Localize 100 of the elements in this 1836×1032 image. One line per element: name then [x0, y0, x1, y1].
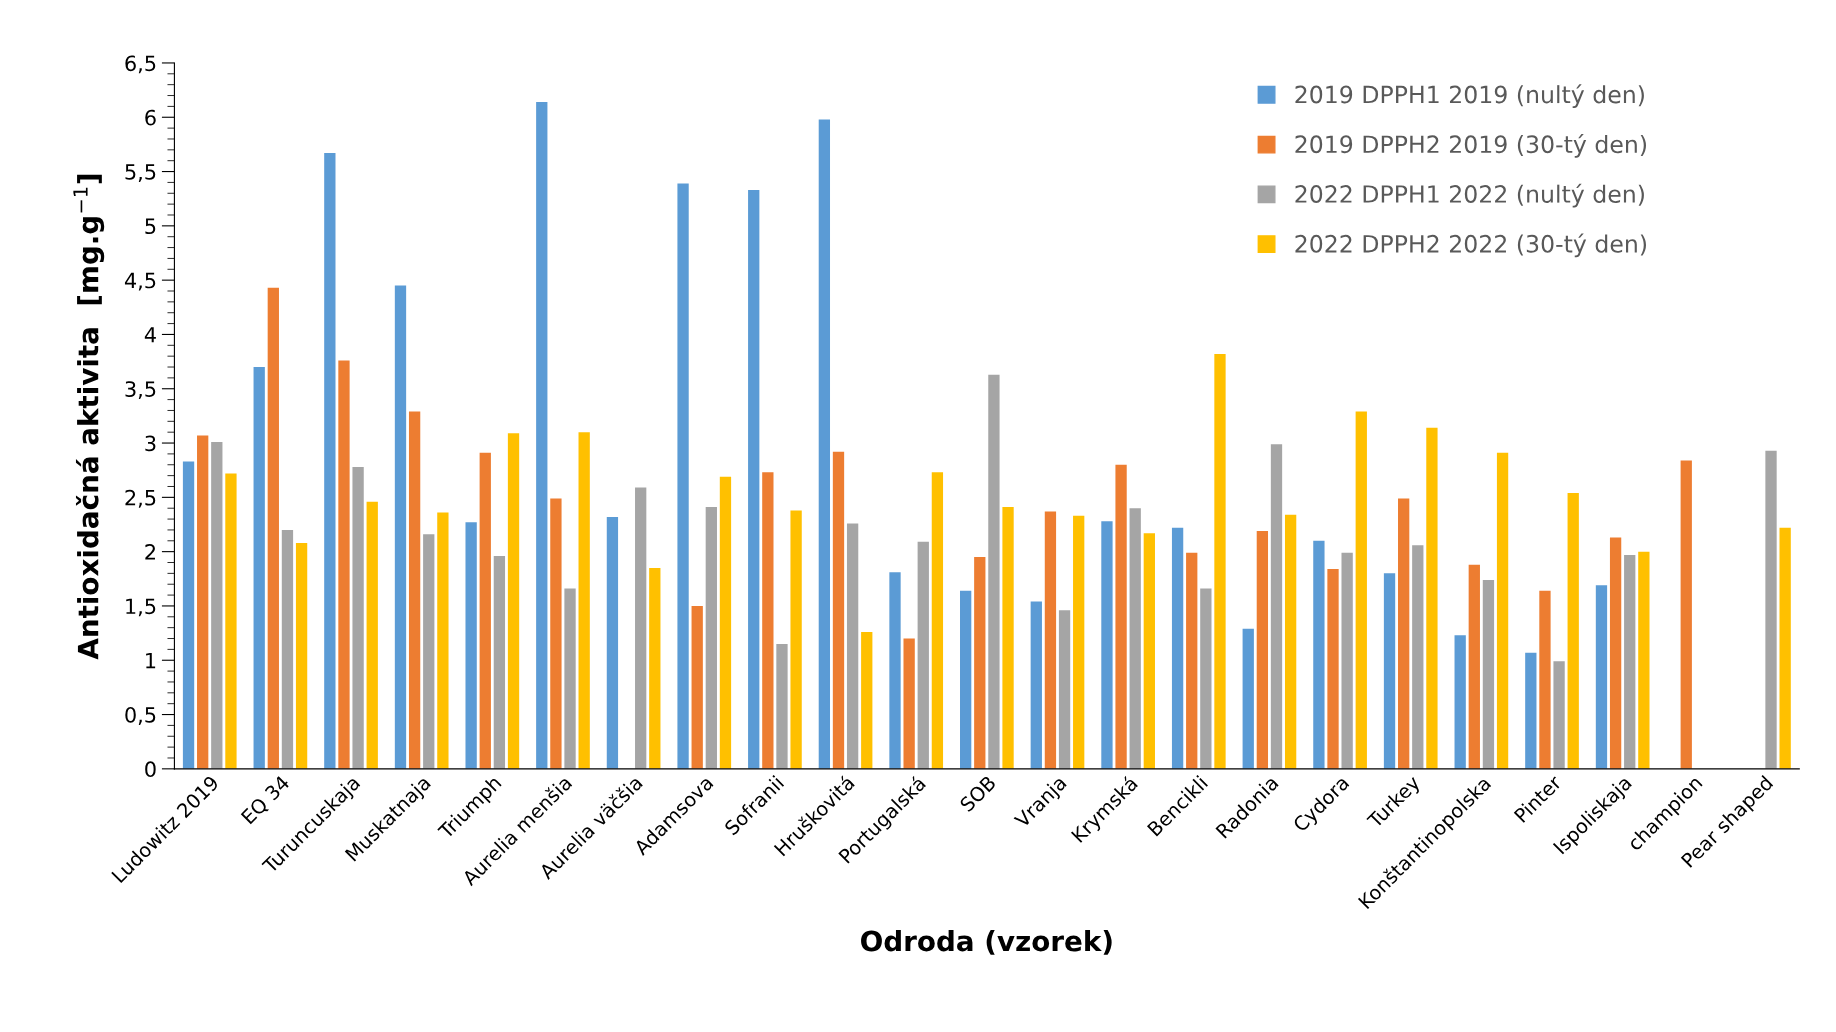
bar	[1341, 552, 1353, 769]
bar	[338, 360, 350, 769]
bar	[324, 153, 336, 769]
bar	[776, 643, 788, 769]
bar	[691, 605, 703, 769]
y-tick-label: 5	[145, 218, 156, 235]
bar	[1313, 540, 1325, 769]
y-tick-label: 6	[145, 109, 156, 126]
bar	[1355, 411, 1367, 769]
bar	[1214, 354, 1226, 769]
bar	[225, 473, 237, 769]
bar	[1044, 511, 1057, 769]
bar	[974, 557, 986, 769]
bar	[423, 534, 435, 769]
legend-label: 2022 DPPH1 2022 (nultý den)	[1295, 183, 1644, 208]
bar	[1624, 554, 1636, 769]
bar	[1609, 537, 1622, 769]
bar	[1426, 427, 1438, 769]
legend-label: 2019 DPPH1 2019 (nultý den)	[1295, 84, 1644, 108]
bar	[1553, 661, 1565, 769]
y-tick-label: 2,5	[125, 489, 156, 508]
y-tick-label: 3,5	[125, 381, 156, 400]
bar	[1496, 452, 1509, 769]
bar	[1200, 588, 1212, 769]
bar	[1779, 527, 1791, 769]
bar	[578, 432, 590, 769]
bar	[1256, 531, 1269, 769]
bar	[253, 367, 265, 769]
bar	[790, 510, 802, 769]
bar	[1327, 569, 1339, 769]
bar	[1030, 601, 1042, 769]
bar	[1101, 521, 1113, 769]
bar	[1270, 444, 1283, 769]
bar	[931, 472, 944, 769]
bar	[1242, 628, 1254, 769]
bar	[1058, 610, 1071, 769]
bar	[1129, 508, 1141, 769]
bar	[1525, 652, 1537, 769]
legend-label: 2022 DPPH2 2022 (30-tý den)	[1295, 233, 1647, 258]
y-axis-title: Antioxidačná aktivita [mg.g$^{−1}$]	[73, 174, 105, 660]
bar	[1539, 590, 1551, 769]
y-tick-label: 6,5	[125, 55, 156, 74]
bar	[677, 183, 689, 769]
bar	[1143, 533, 1155, 769]
bar	[818, 119, 831, 769]
bar	[465, 522, 477, 769]
bar	[1186, 552, 1198, 769]
y-tick-label: 0,5	[125, 706, 156, 725]
y-tick-label: 4,5	[124, 272, 156, 291]
bar	[211, 441, 223, 769]
bar	[479, 452, 491, 769]
bar	[197, 435, 209, 769]
bar	[182, 461, 195, 769]
bar	[1638, 551, 1650, 769]
bar	[846, 523, 859, 769]
bar	[493, 555, 506, 769]
bar	[649, 567, 661, 769]
bar	[1482, 579, 1495, 769]
bar	[748, 190, 760, 769]
bar	[1115, 464, 1127, 769]
bar	[507, 433, 520, 769]
bar	[832, 451, 845, 769]
y-tick-label: 2	[145, 544, 155, 560]
bar	[281, 529, 294, 769]
bar	[1002, 507, 1014, 769]
bar	[1412, 545, 1424, 769]
bar	[1468, 564, 1480, 769]
y-tick-label: 5,5	[125, 164, 156, 182]
bar	[889, 572, 901, 769]
legend-label: 2019 DPPH2 2019 (30-tý den)	[1295, 133, 1647, 158]
x-axis-title: Odroda (vzorek)	[861, 929, 1112, 955]
bar	[1398, 498, 1410, 769]
bar	[437, 512, 449, 769]
bar	[366, 501, 378, 769]
bar	[394, 285, 407, 769]
bar	[1454, 635, 1466, 769]
bar	[1073, 515, 1085, 769]
bar	[536, 102, 548, 769]
bar	[903, 638, 915, 769]
y-tick-label: 1,5	[126, 598, 156, 617]
bar	[295, 542, 308, 769]
bar	[1284, 514, 1297, 769]
y-tick-label: 0	[145, 761, 156, 778]
bar	[564, 588, 576, 769]
bar	[988, 374, 1000, 769]
bar	[705, 507, 717, 769]
bar	[762, 472, 774, 769]
bar	[917, 541, 929, 769]
bar	[606, 516, 619, 769]
bar	[1567, 493, 1579, 769]
y-tick-label: 4	[144, 327, 156, 343]
bar	[550, 498, 562, 769]
bar	[960, 590, 972, 769]
bar	[719, 476, 732, 769]
bar	[352, 466, 364, 769]
bar	[1595, 585, 1608, 769]
y-tick-label: 3	[145, 435, 156, 452]
bar	[635, 487, 647, 769]
bar	[1765, 450, 1777, 769]
bar	[1171, 527, 1184, 769]
